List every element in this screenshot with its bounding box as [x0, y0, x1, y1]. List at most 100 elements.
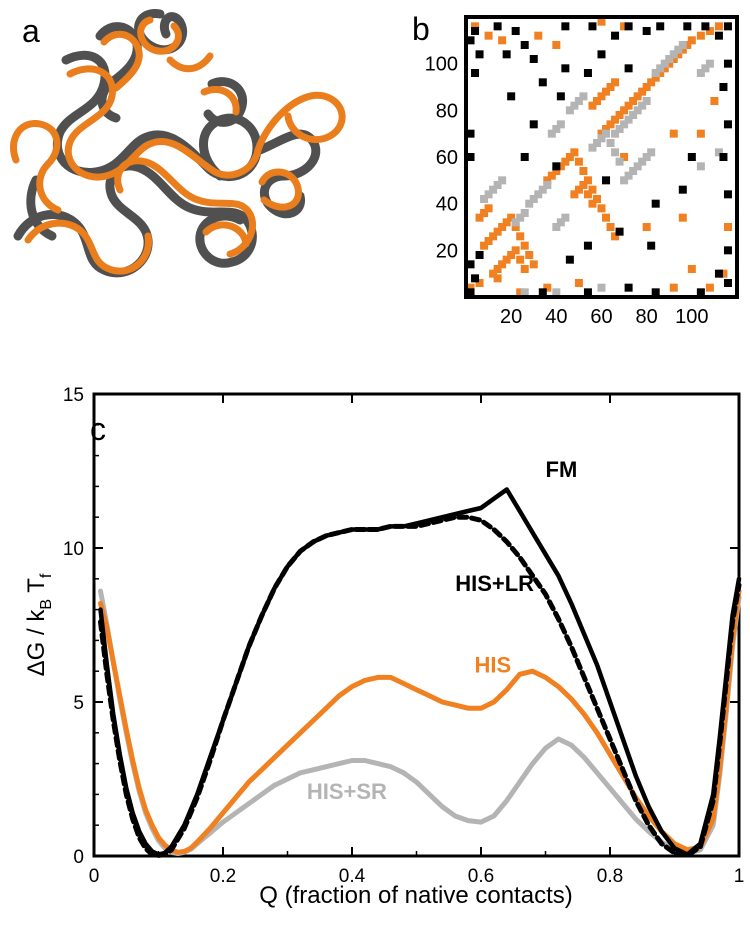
y-tick-label: 0: [73, 847, 84, 868]
contact-orange: [597, 17, 606, 26]
contact-gray: [642, 97, 651, 105]
contact-black: [561, 64, 570, 73]
contact-gray: [629, 167, 638, 175]
contact-orange: [678, 45, 687, 54]
contact-orange: [579, 181, 588, 189]
contact-orange: [547, 171, 556, 180]
series-line-fm: [98, 487, 742, 857]
contact-map-y-tick-label: 40: [436, 194, 458, 216]
contact-orange: [687, 265, 696, 273]
contact-black: [538, 78, 547, 87]
contact-orange: [696, 31, 705, 40]
contact-black: [507, 92, 516, 101]
contact-black: [552, 162, 561, 171]
contact-black: [696, 288, 705, 297]
contact-gray: [547, 129, 556, 138]
contact-black: [719, 153, 728, 161]
contact-black: [502, 50, 511, 59]
curve-label-fm: FM: [546, 457, 578, 482]
contact-orange: [502, 218, 511, 227]
contact-orange: [710, 97, 719, 105]
contact-orange: [489, 232, 498, 241]
contact-orange: [678, 213, 687, 222]
contact-orange: [489, 269, 498, 278]
contact-orange: [705, 27, 714, 35]
contact-gray: [701, 64, 710, 73]
contact-orange: [466, 283, 475, 292]
contact-gray: [529, 195, 538, 203]
x-tick-label: 1: [734, 866, 745, 887]
contact-black: [714, 269, 723, 278]
contact-gray: [669, 50, 678, 59]
contact-black: [719, 83, 728, 91]
contact-orange: [493, 274, 502, 283]
contact-gray: [624, 171, 633, 180]
contact-orange: [592, 195, 601, 203]
contact-orange: [556, 162, 565, 171]
contact-map-y-tick-label: 100: [425, 54, 458, 76]
contact-orange: [669, 283, 678, 292]
contact-gray: [629, 111, 638, 119]
contact-gray: [606, 139, 615, 147]
contact-orange: [620, 22, 629, 31]
contact-black: [687, 153, 696, 161]
contact-gray: [611, 148, 620, 157]
contact-gray: [561, 213, 570, 222]
contact-gray: [588, 143, 597, 152]
contact-orange: [574, 185, 583, 194]
x-tick-label: 0.4: [339, 866, 366, 887]
contact-orange: [638, 87, 647, 96]
contact-orange: [606, 223, 615, 231]
contact-black: [588, 22, 597, 31]
contact-black: [651, 288, 660, 297]
contact-orange: [660, 64, 669, 73]
contact-gray: [480, 195, 489, 203]
contact-orange: [484, 237, 493, 245]
contact-orange: [529, 260, 538, 269]
contact-map-panel: 20 40 60 80 100 20 40 60 80 100: [425, 15, 739, 328]
contact-black: [466, 36, 475, 45]
x-tick-label: 0.6: [468, 866, 494, 887]
contact-gray: [552, 288, 561, 297]
contact-black: [583, 288, 592, 297]
contact-black: [624, 283, 633, 292]
contact-gray: [520, 209, 529, 217]
curve-labels: FM HIS+LR HIS HIS+SR: [307, 457, 577, 804]
contact-black: [597, 50, 606, 59]
contact-gray: [543, 181, 552, 189]
contact-black: [466, 288, 475, 297]
protein-orange-tube: [10, 16, 346, 275]
y-tick-label: 15: [63, 385, 84, 406]
contact-orange: [543, 176, 552, 185]
contact-black: [583, 69, 592, 77]
contact-orange: [570, 148, 579, 157]
contact-black: [624, 64, 633, 73]
contact-black: [656, 22, 665, 31]
contact-black: [714, 31, 723, 40]
contact-black: [466, 129, 475, 138]
contact-gray: [665, 55, 674, 63]
contact-black: [565, 255, 574, 264]
contact-gray: [660, 59, 669, 68]
contact-orange: [552, 167, 561, 175]
contact-orange: [502, 255, 511, 264]
contact-orange: [570, 190, 579, 199]
contact-map-y-tick-label: 60: [436, 147, 458, 169]
contact-black: [493, 22, 502, 31]
contact-orange: [696, 129, 705, 138]
contact-orange: [516, 232, 525, 241]
contact-orange: [498, 36, 507, 45]
contact-black: [723, 120, 732, 129]
contact-orange: [719, 269, 728, 278]
contact-gray: [611, 129, 620, 138]
contact-map-x-tick-label: 100: [675, 306, 708, 328]
contact-gray: [647, 148, 656, 157]
contact-black: [475, 251, 484, 259]
contact-gray: [498, 176, 507, 185]
contact-map-y-ticks: 20 40 60 80 100: [425, 54, 458, 263]
contact-orange: [723, 223, 732, 231]
contact-gray: [714, 148, 723, 157]
contact-map-x-tick-label: 80: [636, 306, 658, 328]
